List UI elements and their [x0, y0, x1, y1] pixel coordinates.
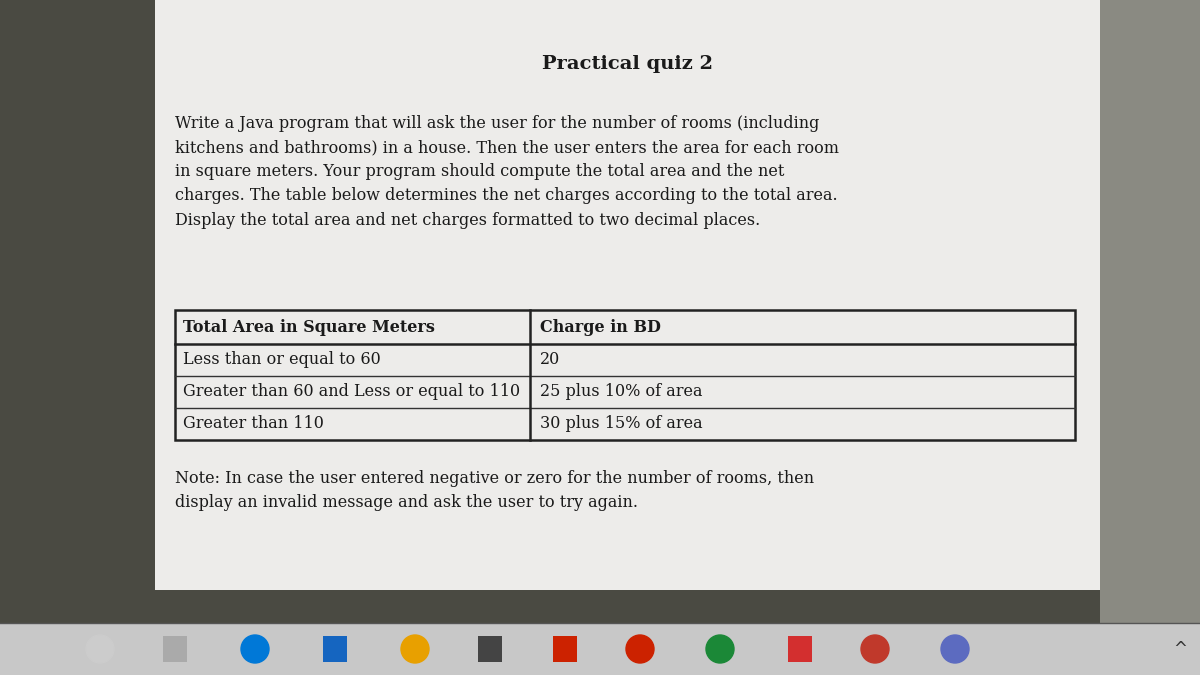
Text: Note: In case the user entered negative or zero for the number of rooms, then
di: Note: In case the user entered negative … — [175, 470, 814, 511]
Circle shape — [941, 635, 970, 663]
Text: Greater than 110: Greater than 110 — [182, 416, 324, 433]
Text: 25 plus 10% of area: 25 plus 10% of area — [540, 383, 702, 400]
Text: Greater than 60 and Less or equal to 110: Greater than 60 and Less or equal to 110 — [182, 383, 520, 400]
Bar — [155, 0, 1100, 590]
Bar — [323, 636, 347, 662]
Circle shape — [86, 635, 114, 663]
Circle shape — [862, 635, 889, 663]
Text: Total Area in Square Meters: Total Area in Square Meters — [182, 319, 434, 335]
Text: Charge in BD: Charge in BD — [540, 319, 661, 335]
Bar — [175, 310, 1075, 440]
Bar — [163, 636, 187, 662]
Bar — [1100, 0, 1200, 623]
Text: ^: ^ — [1174, 640, 1187, 658]
Text: Write a Java program that will ask the user for the number of rooms (including
k: Write a Java program that will ask the u… — [175, 115, 839, 229]
Circle shape — [706, 635, 734, 663]
Circle shape — [241, 635, 269, 663]
Bar — [553, 636, 577, 662]
Circle shape — [626, 635, 654, 663]
Text: Less than or equal to 60: Less than or equal to 60 — [182, 352, 380, 369]
Bar — [0, 0, 155, 623]
Text: Practical quiz 2: Practical quiz 2 — [542, 55, 713, 73]
Bar — [0, 623, 1200, 675]
Bar — [478, 636, 502, 662]
Circle shape — [401, 635, 430, 663]
Bar — [788, 636, 812, 662]
Text: 30 plus 15% of area: 30 plus 15% of area — [540, 416, 703, 433]
Text: 20: 20 — [540, 352, 560, 369]
